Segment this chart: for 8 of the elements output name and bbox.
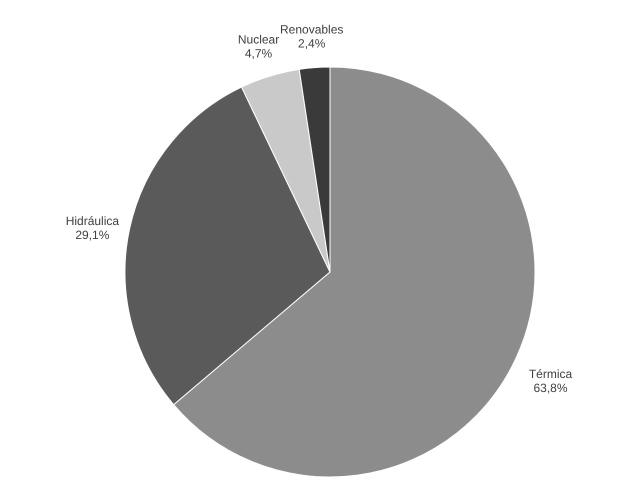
slice-label: Térmica <box>528 367 573 382</box>
data-label: 2,4% <box>298 36 326 51</box>
data-label: 4,7% <box>244 46 273 61</box>
slice-label: Nuclear <box>238 32 280 47</box>
slice-label: Renovables <box>280 22 344 37</box>
slice-label: Hidráulica <box>66 214 120 228</box>
data-label: 29,1% <box>75 228 110 242</box>
data-label: 63,8% <box>534 381 568 396</box>
